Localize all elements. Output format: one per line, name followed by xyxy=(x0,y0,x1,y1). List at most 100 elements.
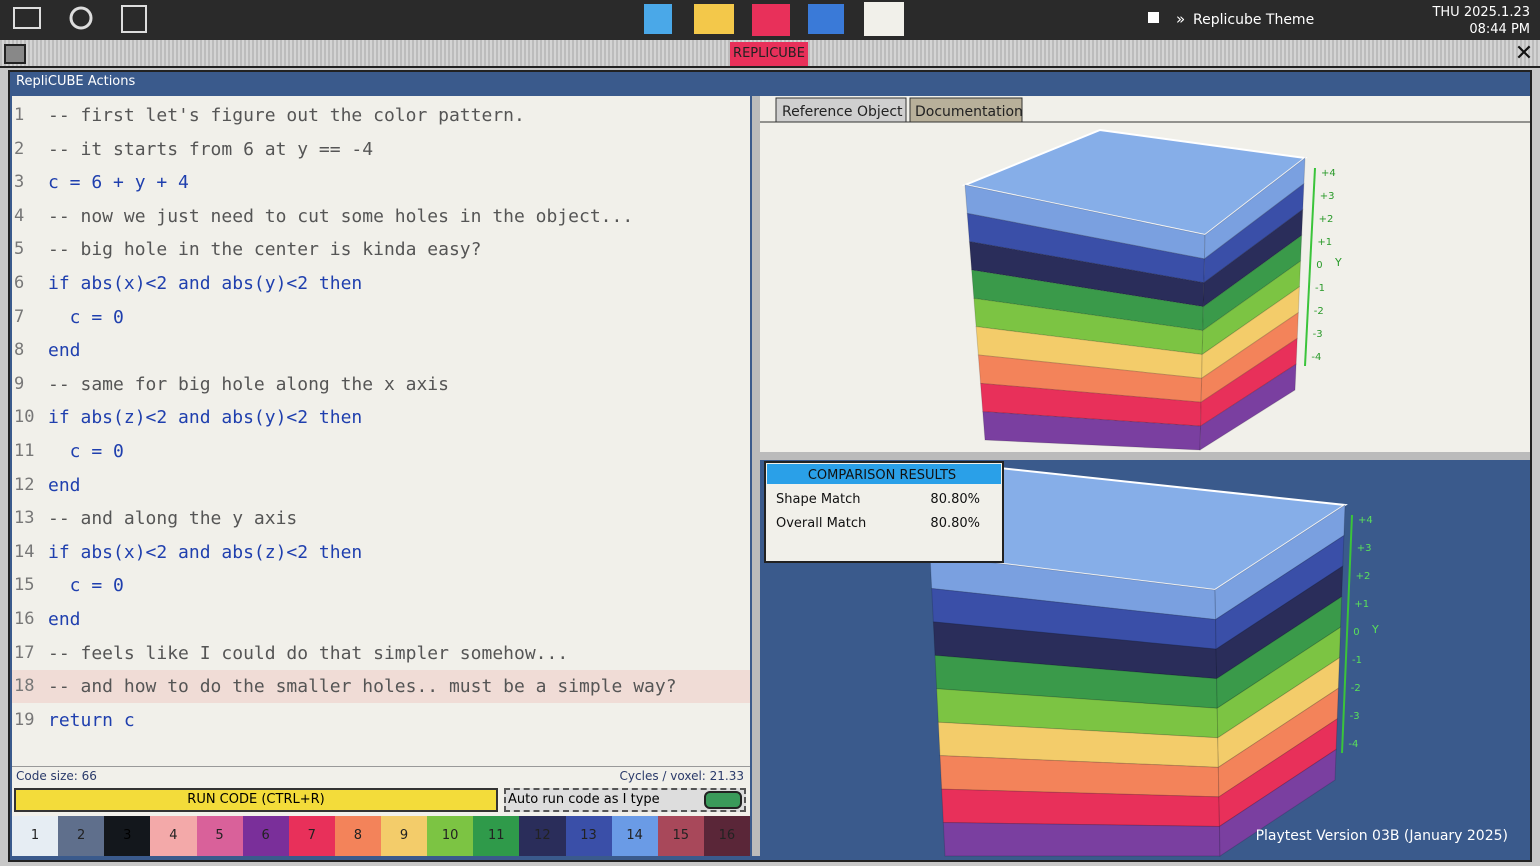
app-icon[interactable] xyxy=(644,4,672,34)
time: 08:44 PM xyxy=(1469,22,1530,37)
palette-swatch[interactable]: 5 xyxy=(196,816,243,856)
code-size: Code size: 66 xyxy=(16,769,97,783)
palette-swatch[interactable]: 9 xyxy=(381,816,428,856)
y-axis-name: Y xyxy=(1371,623,1379,636)
code-text: -- it starts from 6 at y == -4 xyxy=(48,138,374,160)
comparison-value: 80.80% xyxy=(930,492,980,507)
tab-label: Documentation xyxy=(915,104,1023,120)
palette-swatch[interactable]: 3 xyxy=(104,816,151,856)
run-button[interactable]: RUN CODE (CTRL+R) xyxy=(14,788,498,812)
code-line: 13 -- and along the y axis xyxy=(12,502,750,535)
palette-swatch[interactable]: 14 xyxy=(611,816,658,856)
code-text: c = 0 xyxy=(48,575,124,597)
code-text: -- now we just need to cut some holes in… xyxy=(48,205,634,227)
code-line: 12 end xyxy=(12,469,750,502)
comparison-title: COMPARISON RESULTS xyxy=(808,468,956,483)
voxel-band xyxy=(1218,748,1337,857)
monitor-icon[interactable] xyxy=(13,7,41,29)
palette-swatch[interactable]: 8 xyxy=(334,816,381,856)
line-number: 5 xyxy=(14,239,25,260)
palette-swatch[interactable]: 12 xyxy=(519,816,566,856)
app-icon[interactable] xyxy=(694,4,734,34)
code-line: 9 -- same for big hole along the x axis xyxy=(12,368,750,401)
y-axis-label: -4 xyxy=(1311,352,1321,363)
axis xyxy=(1341,514,1353,754)
y-axis-name: Y xyxy=(1334,256,1342,269)
line-number: 16 xyxy=(14,609,35,629)
palette-swatch[interactable]: 13 xyxy=(565,816,612,856)
code-line: 16 end xyxy=(12,603,750,636)
auto-run[interactable]: Auto run code as I type xyxy=(504,788,746,812)
splitter[interactable] xyxy=(760,452,1530,460)
line-number: 17 xyxy=(14,642,35,663)
voxel-band xyxy=(1199,363,1297,451)
palette-swatch[interactable]: 11 xyxy=(473,816,520,856)
line-number: 12 xyxy=(14,474,35,495)
code-line: 2 -- it starts from 6 at y == -4 xyxy=(12,133,750,166)
code-text: end xyxy=(48,609,81,630)
app-icon[interactable] xyxy=(808,4,844,34)
palette-swatch[interactable]: 7 xyxy=(288,816,335,856)
code-text: return c xyxy=(48,709,135,731)
line-number: 7 xyxy=(14,306,25,327)
y-axis-label: -2 xyxy=(1351,683,1361,694)
comparison-label: Shape Match xyxy=(776,492,861,507)
window-title: RepliCUBE Actions xyxy=(16,74,136,89)
voxel-band xyxy=(942,822,1221,857)
line-number: 13 xyxy=(14,508,35,529)
top-bar: » Replicube Theme THU 2025.1.23 08:44 PM xyxy=(0,0,1540,40)
code-line: 3 c = 6 + y + 4 xyxy=(12,166,750,199)
code-text: -- same for big hole along the x axis xyxy=(48,373,449,395)
app-icon[interactable] xyxy=(752,4,790,36)
palette-swatch[interactable]: 6 xyxy=(242,816,289,856)
code-text: if abs(z)<2 and abs(y)<2 then xyxy=(48,407,363,429)
line-number: 9 xyxy=(14,373,25,394)
code-line: 17 -- feels like I could do that simpler … xyxy=(12,637,750,670)
code-text: c = 6 + y + 4 xyxy=(48,172,189,194)
palette-swatch[interactable]: 2 xyxy=(58,816,105,856)
line-number: 4 xyxy=(14,205,25,226)
code-line: 5 -- big hole in the center is kinda easy… xyxy=(12,233,750,266)
comparison-label: Overall Match xyxy=(776,516,866,531)
splitter[interactable] xyxy=(752,96,760,856)
y-axis-label: +2 xyxy=(1319,214,1334,225)
app-icon[interactable] xyxy=(864,2,904,36)
line-number: 11 xyxy=(14,441,35,461)
y-axis-label: +1 xyxy=(1317,237,1332,248)
y-axis-label: -1 xyxy=(1352,655,1362,666)
code-text: c = 0 xyxy=(48,441,124,462)
code-line: 6 if abs(x)<2 and abs(y)<2 then xyxy=(12,267,750,300)
axis xyxy=(1304,167,1316,367)
toggle[interactable] xyxy=(704,791,742,809)
code-text: -- and how to do the smaller holes.. mus… xyxy=(48,676,677,698)
window-menu[interactable] xyxy=(4,44,26,64)
line-number: 2 xyxy=(14,138,25,159)
top-bar-icons: » Replicube Theme THU 2025.1.23 08:44 PM xyxy=(13,2,1530,37)
y-axis-label: +4 xyxy=(1321,168,1336,179)
window-tab[interactable]: REPLICUBE xyxy=(730,42,808,66)
line-number: 10 xyxy=(14,407,35,428)
stop-icon[interactable] xyxy=(1148,12,1159,23)
palette-swatch[interactable]: 15 xyxy=(657,816,704,856)
new-icon[interactable] xyxy=(121,5,147,33)
line-number: 18 xyxy=(14,676,35,697)
y-axis-label: +3 xyxy=(1357,543,1372,554)
theme-name[interactable]: Replicube Theme xyxy=(1193,12,1314,28)
code-text: -- first let's figure out the color patt… xyxy=(48,105,525,126)
y-axis-label: +3 xyxy=(1320,191,1335,202)
y-axis-label: -3 xyxy=(1313,329,1323,340)
date: THU 2025.1.23 xyxy=(1431,5,1530,20)
tab[interactable] xyxy=(909,97,1023,123)
settings-icon[interactable] xyxy=(69,6,93,30)
y-axis-label: -4 xyxy=(1348,739,1358,750)
close-button[interactable]: ✕ xyxy=(1514,41,1534,66)
y-axis-label: +4 xyxy=(1358,515,1373,526)
line-number: 19 xyxy=(14,709,35,730)
code-editor[interactable]: 1 -- first let's figure out the color pat… xyxy=(12,96,750,766)
palette-swatch[interactable]: 10 xyxy=(427,816,474,856)
palette-swatch[interactable]: 1 xyxy=(12,816,59,856)
palette-swatch[interactable]: 16 xyxy=(703,816,750,856)
code-line: 8 end xyxy=(12,334,750,367)
palette-swatch[interactable]: 4 xyxy=(150,816,197,856)
code-text: if abs(x)<2 and abs(z)<2 then xyxy=(48,541,363,563)
